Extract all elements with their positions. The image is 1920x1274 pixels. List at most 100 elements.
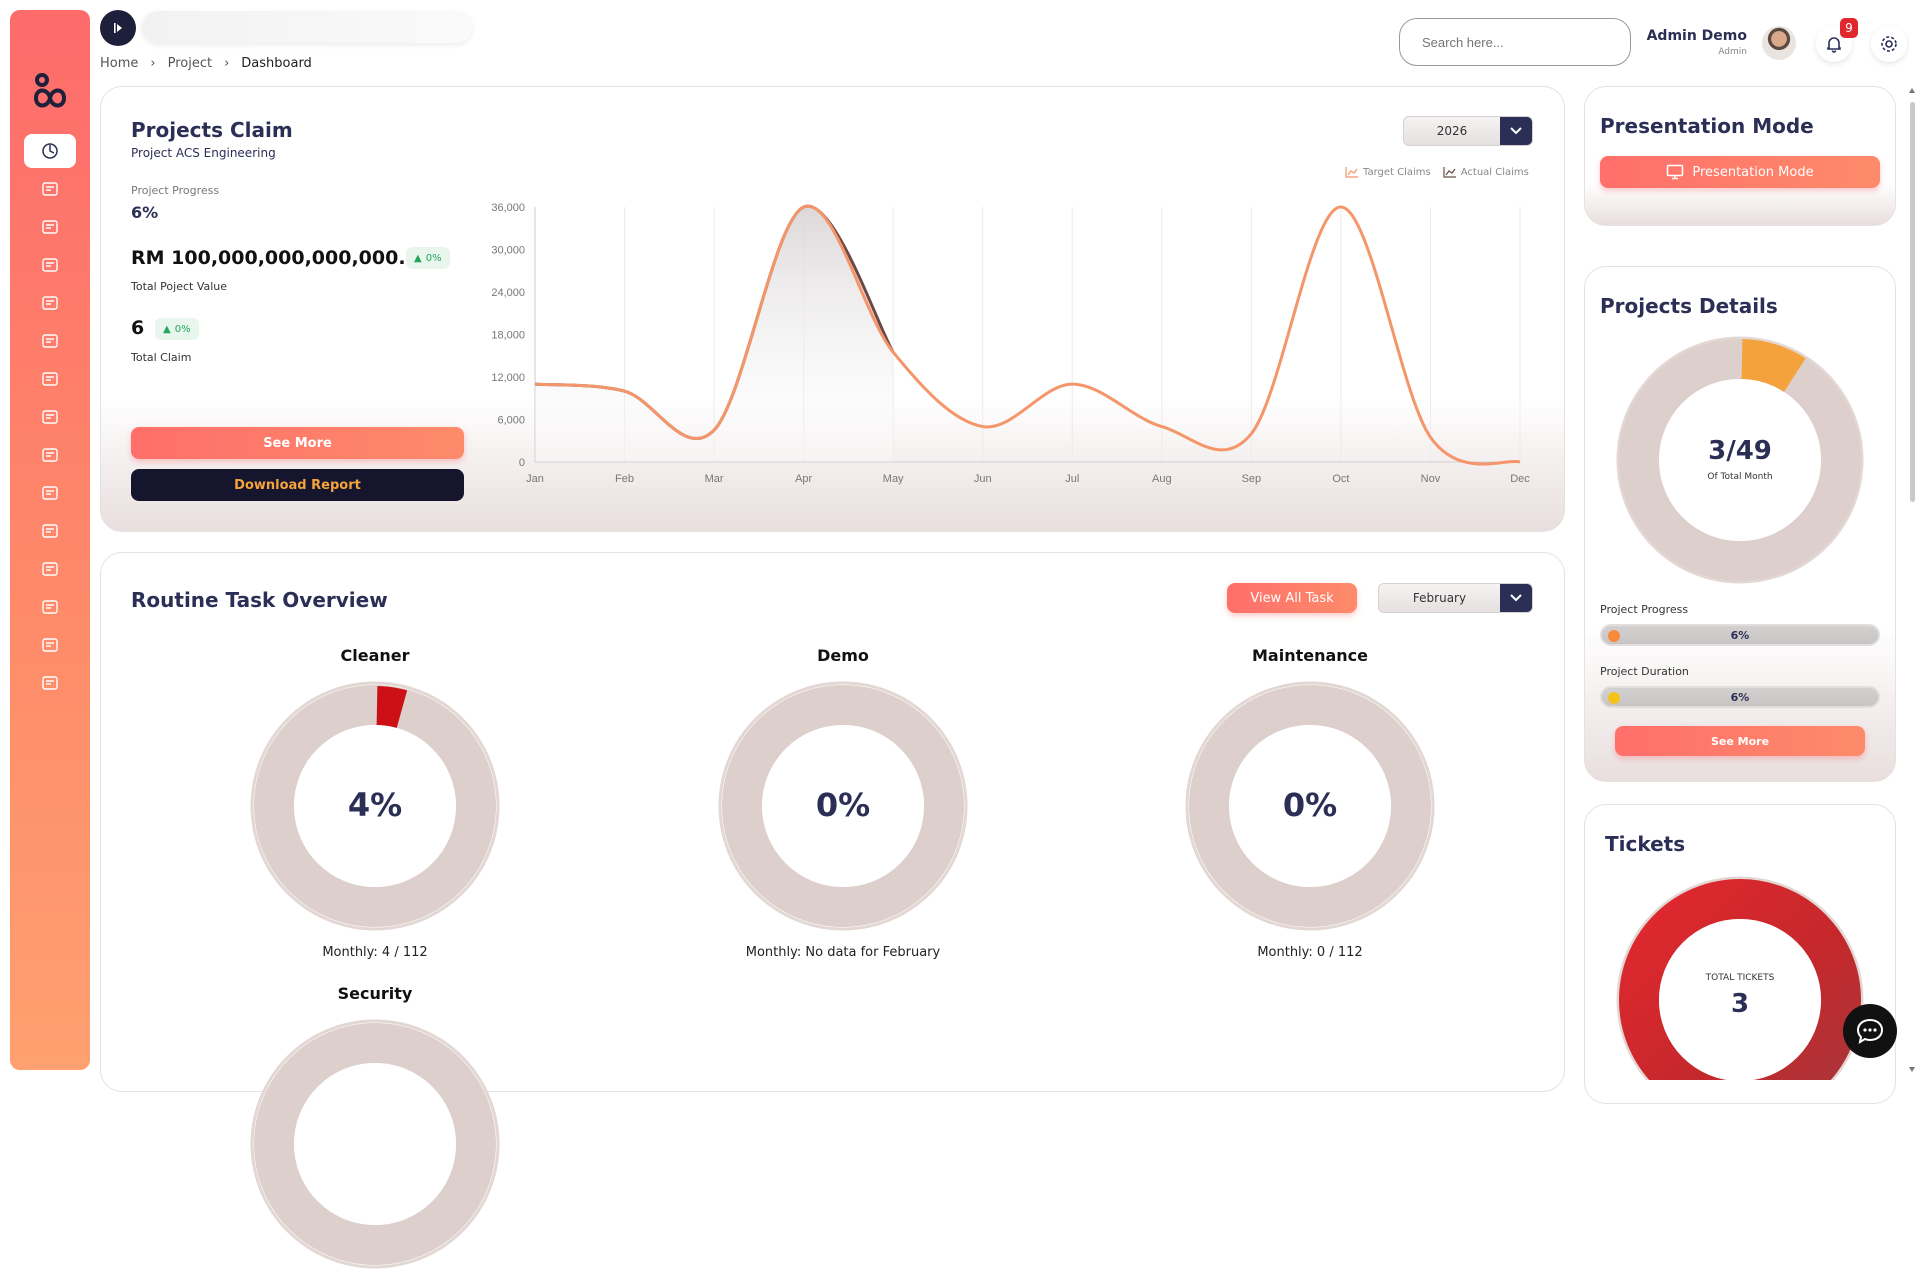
presentation-title: Presentation Mode xyxy=(1600,114,1814,138)
see-more-button[interactable]: See More xyxy=(131,427,464,459)
x-tick-label: Jul xyxy=(1065,473,1079,485)
sidebar-item-clock[interactable] xyxy=(24,590,76,624)
month-select[interactable]: February xyxy=(1378,583,1533,613)
sidebar-item-chat[interactable] xyxy=(24,362,76,396)
monitor-icon xyxy=(42,524,58,538)
year-select[interactable]: 2026 xyxy=(1403,116,1533,146)
arrow-up-icon: ▲ xyxy=(163,323,171,335)
projects-claim-subtitle: Project ACS Engineering xyxy=(131,146,276,160)
x-tick-label: Oct xyxy=(1332,473,1349,485)
x-tick-label: Apr xyxy=(795,473,812,485)
x-tick-label: Sep xyxy=(1242,473,1262,485)
badge-icon xyxy=(42,562,58,576)
scrollbar-thumb[interactable] xyxy=(1910,102,1915,502)
target-claims-line[interactable] xyxy=(534,204,1521,466)
x-tick-label: Jan xyxy=(526,473,544,485)
y-tick-label: 36,000 xyxy=(491,202,525,214)
sidebar-item-slides[interactable] xyxy=(24,666,76,700)
breadcrumb-project[interactable]: Project xyxy=(167,56,213,71)
y-tick-label: 6,000 xyxy=(497,415,525,427)
y-tick-label: 12,000 xyxy=(491,372,525,384)
sidebar xyxy=(10,10,90,1070)
notification-button[interactable] xyxy=(1816,26,1852,62)
progress-label: Project Progress xyxy=(131,184,220,197)
notification-badge: 9 xyxy=(1840,18,1858,38)
sidebar-item-badge[interactable] xyxy=(24,552,76,586)
total-value: RM 100,000,000,000,000.00 xyxy=(131,247,432,269)
app-logo[interactable] xyxy=(30,70,70,114)
breadcrumb-home[interactable]: Home xyxy=(100,56,139,71)
project-details-center-value: 3/49 xyxy=(1708,436,1772,466)
project-duration-bar: 6% xyxy=(1600,686,1880,708)
y-tick-label: 0 xyxy=(519,457,525,469)
sidebar-item-support[interactable] xyxy=(24,286,76,320)
donut-chart-demo xyxy=(718,681,968,931)
line-chart-icon xyxy=(1443,167,1456,178)
calendar-check-icon xyxy=(42,258,58,272)
project-duration-value: 6% xyxy=(1730,690,1750,704)
user-role: Admin xyxy=(1718,47,1747,57)
building-icon xyxy=(42,334,58,348)
legend-actual[interactable]: Actual Claims xyxy=(1443,166,1529,178)
total-value-label: Total Poject Value xyxy=(131,280,228,293)
y-tick-label: 24,000 xyxy=(491,287,525,299)
legend-target[interactable]: Target Claims xyxy=(1345,166,1431,178)
donut-value: 4% xyxy=(347,786,403,824)
calendar-icon xyxy=(42,486,58,500)
chevron-down-icon xyxy=(1500,584,1532,612)
sidebar-item-team[interactable] xyxy=(24,210,76,244)
total-value-change-badge: ▲ 0% xyxy=(406,247,450,269)
sidebar-item-calendar[interactable] xyxy=(24,476,76,510)
actual-claims-area xyxy=(535,206,894,462)
sidebar-item-book[interactable] xyxy=(24,400,76,434)
sidebar-item-library[interactable] xyxy=(24,438,76,472)
project-duration-label: Project Duration xyxy=(1600,665,1689,678)
gear-icon xyxy=(1881,36,1897,52)
month-value: February xyxy=(1412,591,1467,605)
x-tick-label: Feb xyxy=(615,473,634,485)
breadcrumb-separator: › xyxy=(150,56,156,71)
total-claim-label: Total Claim xyxy=(131,351,192,364)
donut-title-security: Security xyxy=(337,984,413,1003)
report-icon xyxy=(42,182,58,196)
donut-title-cleaner: Cleaner xyxy=(340,646,410,665)
y-tick-label: 30,000 xyxy=(491,245,525,257)
project-details-donut xyxy=(1616,336,1864,584)
support-icon xyxy=(42,296,58,310)
total-claim-change-badge: ▲ 0% xyxy=(155,318,199,340)
legend-target-label: Target Claims xyxy=(1363,166,1431,178)
total-claim-change: 0% xyxy=(174,323,191,335)
x-tick-label: May xyxy=(883,473,904,485)
avatar[interactable] xyxy=(1762,26,1796,60)
chat-button[interactable] xyxy=(1843,1004,1897,1058)
sidebar-toggle-button[interactable] xyxy=(100,10,136,46)
library-icon xyxy=(42,448,58,462)
user-name: Admin Demo xyxy=(1646,28,1747,44)
sidebar-item-calendar-check[interactable] xyxy=(24,248,76,282)
donut-subtitle: Monthly: 4 / 112 xyxy=(322,945,428,960)
donut-progress-arc xyxy=(376,686,408,728)
sidebar-item-grid[interactable] xyxy=(24,628,76,662)
arrow-up-icon: ▲ xyxy=(414,252,422,264)
tickets-title: Tickets xyxy=(1605,832,1686,856)
sidebar-item-monitor[interactable] xyxy=(24,514,76,548)
sidebar-item-building[interactable] xyxy=(24,324,76,358)
bell-icon xyxy=(1827,37,1841,53)
settings-button[interactable] xyxy=(1871,26,1907,62)
donut-title-maintenance: Maintenance xyxy=(1251,646,1368,665)
team-icon xyxy=(42,220,58,234)
donut-chart-cleaner xyxy=(250,681,500,931)
clock-icon xyxy=(42,600,58,614)
search-input[interactable] xyxy=(1399,18,1631,66)
page-scrollbar[interactable] xyxy=(1908,86,1916,1074)
sidebar-item-dashboard[interactable] xyxy=(24,134,76,168)
x-tick-label: Aug xyxy=(1152,473,1172,485)
presentation-mode-button[interactable]: Presentation Mode xyxy=(1600,156,1880,188)
chat-icon xyxy=(1856,1018,1884,1045)
project-details-see-more-button[interactable]: See More xyxy=(1615,726,1865,756)
download-report-button[interactable]: Download Report xyxy=(131,469,464,501)
monitor-icon xyxy=(1667,164,1684,180)
view-all-task-button[interactable]: View All Task xyxy=(1227,583,1357,613)
total-claim: 6 xyxy=(131,317,145,339)
sidebar-item-report[interactable] xyxy=(24,172,76,206)
